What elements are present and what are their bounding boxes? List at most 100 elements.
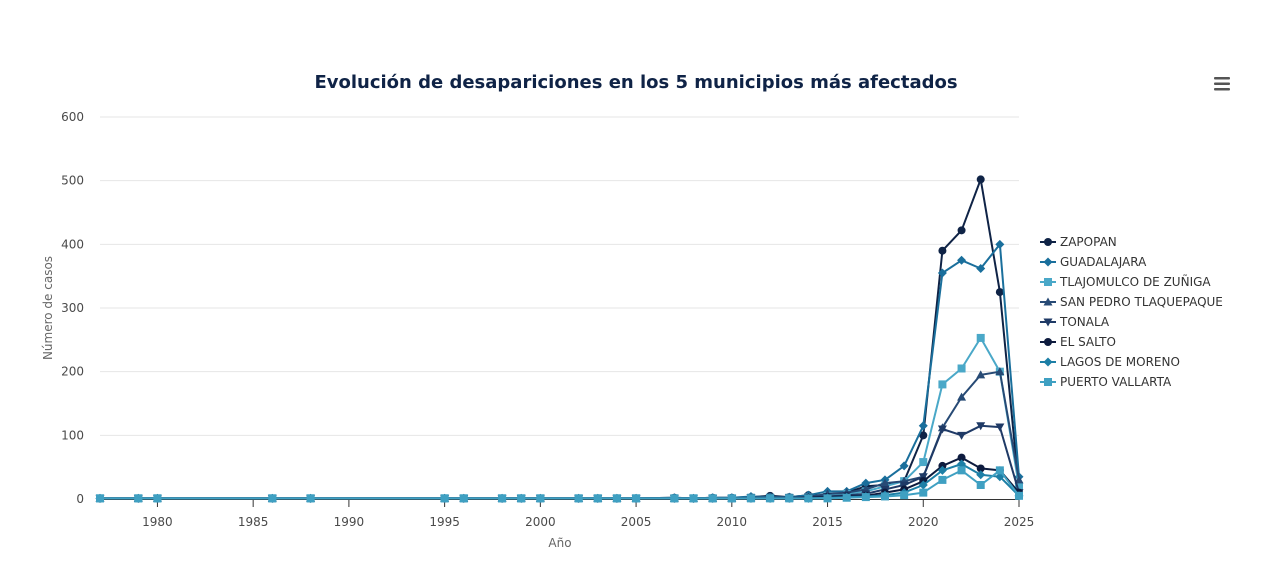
data-point <box>440 494 449 503</box>
x-tick-label: 2025 <box>1004 515 1035 529</box>
legend-marker <box>1044 378 1052 386</box>
x-tick-label: 1980 <box>142 515 173 529</box>
data-point <box>880 478 890 487</box>
data-point <box>976 370 986 379</box>
data-point <box>976 422 986 431</box>
x-tick-label: 2005 <box>621 515 652 529</box>
y-axis-ticks: 0 100 200 300 400 500 600 <box>61 110 84 506</box>
data-point <box>976 470 986 480</box>
data-point <box>995 239 1005 249</box>
y-tick-label: 100 <box>61 428 84 442</box>
data-point <box>306 494 315 503</box>
x-axis: 1980 1985 1990 1995 2000 2005 2010 2015 2020 2025 <box>100 499 1034 529</box>
series-group <box>95 175 1024 503</box>
series-line <box>100 336 1020 500</box>
legend-item[interactable]: TLAJOMULCO DE ZUÑIGA <box>1040 274 1211 289</box>
x-tick-label: 2020 <box>908 515 939 529</box>
y-tick-label: 200 <box>61 365 84 379</box>
y-axis-title: Número de casos <box>41 256 55 360</box>
y-tick-label: 600 <box>61 110 84 124</box>
series-puerto-vallarta <box>96 466 1023 503</box>
legend-label: LAGOS DE MORENO <box>1060 355 1180 369</box>
legend-item[interactable]: SAN PEDRO TLAQUEPAQUE <box>1040 295 1223 309</box>
y-tick-label: 500 <box>61 174 84 188</box>
data-point <box>842 493 851 502</box>
data-point <box>976 464 985 473</box>
data-point <box>536 494 545 503</box>
y-tick-label: 0 <box>76 492 84 506</box>
data-point <box>861 478 871 488</box>
data-point <box>153 494 162 503</box>
hamburger-menu-icon <box>1214 77 1230 91</box>
legend-item[interactable]: PUERTO VALLARTA <box>1040 375 1172 389</box>
legend-item[interactable]: TONALA <box>1040 315 1110 329</box>
data-point <box>900 491 909 500</box>
data-point <box>919 458 928 467</box>
legend-label: SAN PEDRO TLAQUEPAQUE <box>1060 295 1223 309</box>
data-point <box>459 494 468 503</box>
data-point <box>861 493 870 502</box>
data-point <box>957 466 966 475</box>
data-point <box>1015 482 1023 491</box>
data-point <box>976 175 985 184</box>
data-point <box>823 494 832 503</box>
data-point <box>957 255 967 265</box>
data-point <box>976 264 986 274</box>
legend-marker <box>1044 238 1052 246</box>
data-point <box>689 494 698 503</box>
data-point <box>937 425 947 434</box>
legend-marker <box>1044 278 1052 286</box>
legend-label: PUERTO VALLARTA <box>1060 375 1172 389</box>
series-san-pedro-tlaquepaque <box>95 367 1024 502</box>
series-line <box>100 178 1020 500</box>
data-point <box>1015 491 1023 500</box>
data-point <box>727 494 736 503</box>
data-point <box>976 480 985 489</box>
legend-label: EL SALTO <box>1060 335 1116 349</box>
y-tick-label: 300 <box>61 301 84 315</box>
legend-label: GUADALAJARA <box>1060 255 1147 269</box>
data-point <box>766 494 775 503</box>
data-point <box>957 459 967 469</box>
chart-title: Evolución de desapariciones en los 5 mun… <box>314 72 957 93</box>
data-point <box>938 246 947 255</box>
data-point <box>498 494 507 503</box>
data-point <box>957 364 966 373</box>
data-point <box>919 431 928 440</box>
data-point <box>957 431 967 440</box>
x-axis-title: Año <box>548 536 571 550</box>
data-point <box>995 466 1004 475</box>
data-point <box>957 453 966 462</box>
legend-item[interactable]: GUADALAJARA <box>1040 255 1147 269</box>
gridlines <box>100 116 1019 436</box>
legend-marker <box>1043 357 1053 367</box>
legend: ZAPOPAN GUADALAJARA TLAJOMULCO DE ZUÑIGA SA… <box>1040 235 1223 389</box>
data-point <box>517 494 526 503</box>
data-point <box>995 423 1005 432</box>
legend-label: TONALA <box>1059 315 1110 329</box>
legend-item[interactable]: LAGOS DE MORENO <box>1040 355 1180 369</box>
series-zapopan <box>96 175 1023 503</box>
x-tick-label: 1985 <box>238 515 269 529</box>
data-point <box>708 494 717 503</box>
legend-item[interactable]: ZAPOPAN <box>1040 235 1117 249</box>
chart-menu-button[interactable] <box>1208 72 1234 96</box>
data-point <box>957 226 966 235</box>
x-tick-label: 1990 <box>334 515 365 529</box>
legend-item[interactable]: EL SALTO <box>1040 335 1116 349</box>
legend-marker <box>1043 297 1053 306</box>
data-point <box>957 392 967 401</box>
data-point <box>995 367 1005 376</box>
data-point <box>937 465 947 475</box>
data-point <box>918 480 928 490</box>
x-tick-label: 2000 <box>525 515 556 529</box>
legend-marker <box>1044 338 1052 346</box>
data-point <box>268 494 277 503</box>
legend-label: TLAJOMULCO DE ZUÑIGA <box>1059 274 1211 289</box>
data-point <box>134 494 143 503</box>
data-point <box>919 488 928 497</box>
x-tick-label: 2010 <box>717 515 748 529</box>
data-point <box>976 333 985 342</box>
data-point <box>918 421 928 431</box>
